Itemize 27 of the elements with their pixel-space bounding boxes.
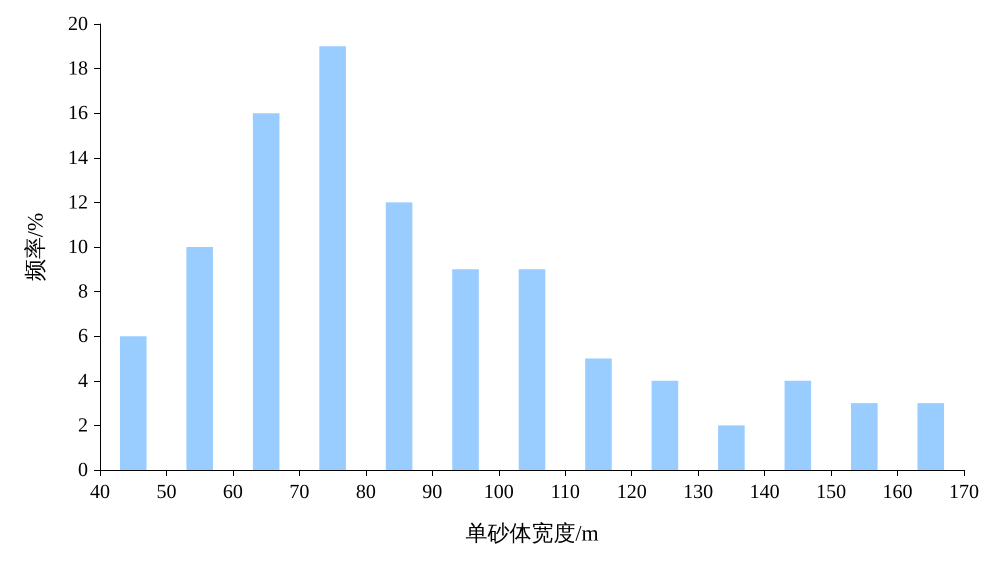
x-tick-label: 40 [90,481,110,503]
y-tick-label: 8 [78,280,88,303]
y-tick-label: 12 [68,191,88,214]
y-tick-label: 6 [78,325,88,348]
x-tick-label: 70 [289,481,310,503]
x-tick-label: 160 [882,481,913,503]
x-axis-title: 单砂体宽度/m [465,520,599,546]
x-tick-label: 80 [356,481,376,503]
y-tick-label: 4 [78,370,88,392]
y-tick-label: 0 [78,459,88,481]
y-tick-label: 16 [68,102,88,124]
x-tick-label: 110 [550,481,580,503]
x-tick-label: 150 [816,481,846,503]
x-tick-label: 130 [683,481,714,503]
x-tick-label: 100 [484,481,514,503]
x-tick-label: 120 [616,481,647,503]
y-tick-label: 18 [68,58,88,80]
y-tick-label: 20 [68,13,88,35]
x-tick-label: 50 [156,481,176,503]
y-tick-label: 14 [68,146,88,169]
x-tick-label: 60 [222,481,243,503]
y-tick-label: 10 [68,236,88,258]
y-tick-label: 2 [78,414,88,436]
x-tick-label: 170 [949,481,979,503]
x-tick-label: 90 [422,481,442,503]
x-tick-label: 140 [750,481,780,503]
y-axis-title: 频率/% [22,212,48,282]
